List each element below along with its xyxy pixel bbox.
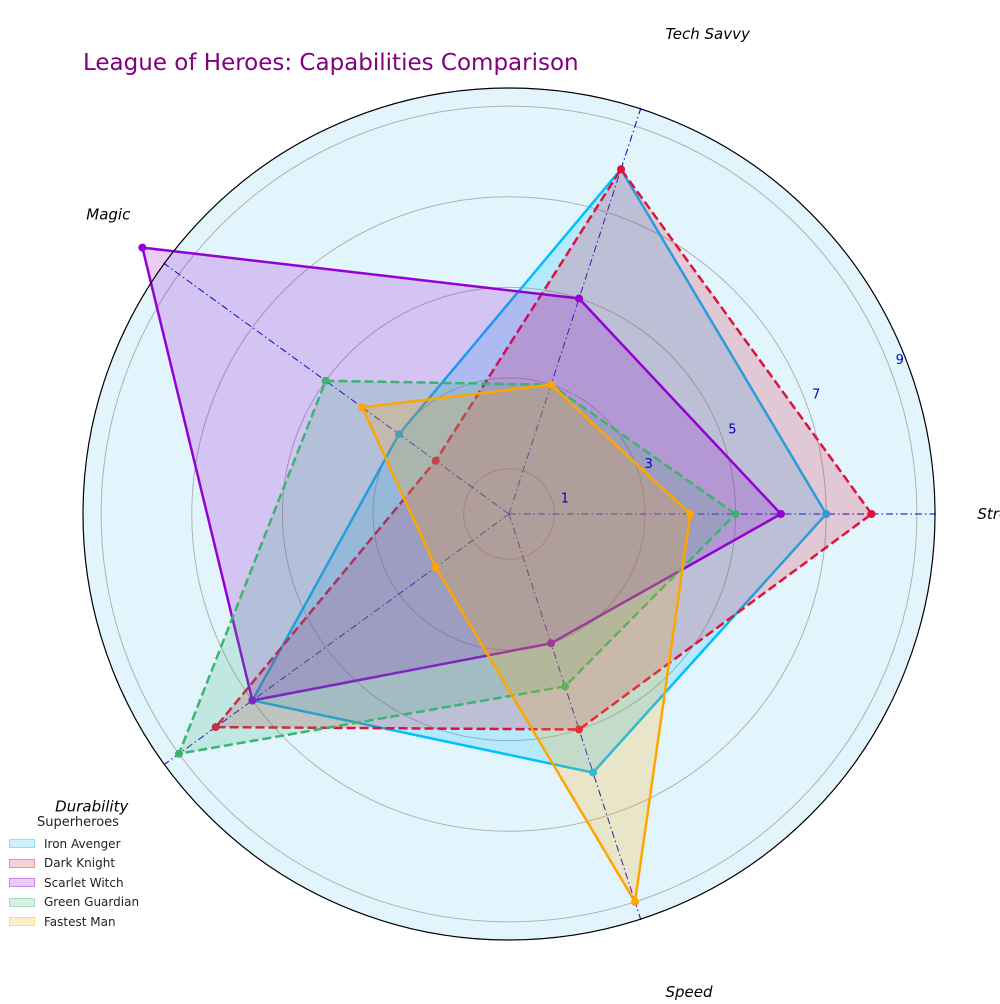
data-point-scarlet-witch-tech-savvy <box>575 294 584 303</box>
axis-label-magic: Magic <box>86 206 131 224</box>
data-point-dark-knight-strength <box>867 510 876 518</box>
data-point-dark-knight-speed <box>575 725 584 734</box>
legend-item-green-guardian: Green Guardian <box>8 893 158 913</box>
axis-label-tech-savvy: Tech Savvy <box>665 25 751 43</box>
axis-label-speed: Speed <box>665 983 713 1000</box>
chart-title: League of Heroes: Capabilities Compariso… <box>83 50 579 76</box>
data-point-iron-avenger-strength <box>822 510 831 518</box>
legend-swatch <box>9 878 35 888</box>
tick-label-3: 3 <box>644 457 652 472</box>
axis-line-speed <box>508 513 642 921</box>
data-point-dark-knight-durability <box>211 723 220 732</box>
data-point-green-guardian-magic <box>321 376 330 385</box>
series-area-dark-knight <box>213 166 874 731</box>
legend-swatch <box>9 897 35 907</box>
legend-label: Scarlet Witch <box>44 875 124 890</box>
legend-label: Green Guardian <box>44 895 140 910</box>
data-point-scarlet-witch-speed <box>547 639 556 648</box>
tick-label-7: 7 <box>812 388 820 403</box>
series-area-fastest-man <box>360 383 692 906</box>
data-point-scarlet-witch-strength <box>776 510 785 518</box>
legend-swatch <box>9 858 35 868</box>
axis-line-magic <box>163 262 510 515</box>
legend-swatch <box>9 917 35 927</box>
data-point-green-guardian-strength <box>731 510 740 518</box>
data-point-dark-knight-tech-savvy <box>617 165 626 174</box>
data-point-fastest-man-magic <box>358 403 367 412</box>
legend-item-iron-avenger: Iron Avenger <box>8 834 158 854</box>
axis-line-tech-savvy <box>508 107 642 515</box>
tick-label-5: 5 <box>728 422 736 437</box>
data-point-iron-avenger-speed <box>589 768 598 777</box>
legend-label: Dark Knight <box>44 856 116 871</box>
legend-title: Superheroes <box>37 815 119 830</box>
plot-frame <box>82 87 936 941</box>
axis-label-durability: Durability <box>55 797 129 815</box>
data-point-green-guardian-speed <box>561 682 570 691</box>
legend-swatch <box>9 839 35 849</box>
legend-item-scarlet-witch: Scarlet Witch <box>8 873 158 893</box>
data-point-fastest-man-strength <box>686 510 695 518</box>
data-point-fastest-man-tech-savvy <box>547 380 556 389</box>
axis-line-durability <box>163 513 510 766</box>
legend-item-fastest-man: Fastest Man <box>8 912 158 932</box>
tick-label-1: 1 <box>561 492 569 507</box>
series-area-green-guardian <box>177 379 738 756</box>
legend-label: Fastest Man <box>44 914 116 929</box>
axis-label-strength: Strength <box>977 505 1000 523</box>
series-area-scarlet-witch <box>140 246 783 702</box>
legend: Superheroes Iron Avenger Dark Knight Scarl… <box>8 815 158 932</box>
data-point-green-guardian-durability <box>175 749 184 758</box>
data-point-scarlet-witch-magic <box>138 243 147 252</box>
legend-item-dark-knight: Dark Knight <box>8 854 158 874</box>
data-point-scarlet-witch-durability <box>248 696 257 705</box>
data-point-iron-avenger-magic <box>395 430 404 439</box>
data-point-fastest-man-speed <box>631 897 640 906</box>
data-point-dark-knight-magic <box>431 456 440 465</box>
series-area-iron-avenger <box>250 167 828 774</box>
tick-label-9: 9 <box>896 353 904 368</box>
data-point-fastest-man-durability <box>431 563 440 572</box>
legend-label: Iron Avenger <box>44 836 121 851</box>
